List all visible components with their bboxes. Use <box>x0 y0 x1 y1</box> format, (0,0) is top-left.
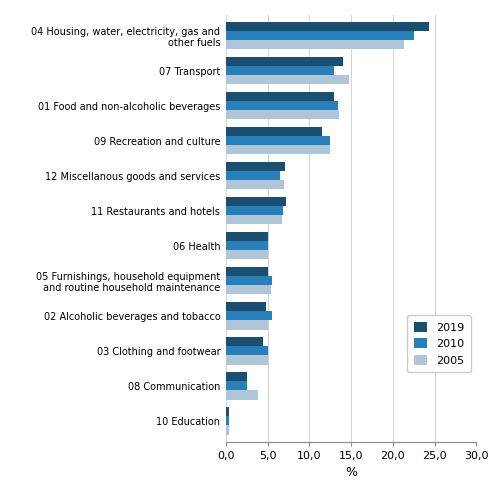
Bar <box>226 31 413 40</box>
Bar <box>226 75 349 84</box>
Bar <box>226 267 268 276</box>
Bar <box>226 302 266 311</box>
Bar <box>226 92 334 101</box>
Bar <box>226 311 272 321</box>
Bar <box>226 416 229 425</box>
Bar <box>226 285 271 295</box>
Bar <box>226 145 330 155</box>
Bar <box>226 425 229 435</box>
Bar <box>226 40 404 50</box>
Bar <box>226 127 322 136</box>
Bar <box>226 180 284 190</box>
Bar <box>226 216 282 224</box>
Bar <box>226 162 285 171</box>
Bar <box>226 66 334 75</box>
Bar <box>226 241 269 250</box>
Bar <box>226 382 246 390</box>
Bar <box>226 232 268 241</box>
Bar <box>226 337 263 346</box>
Bar <box>226 372 246 382</box>
Bar <box>226 197 286 206</box>
Bar <box>226 346 269 355</box>
Bar <box>226 206 283 216</box>
Legend: 2019, 2010, 2005: 2019, 2010, 2005 <box>407 316 471 372</box>
Bar <box>226 321 269 329</box>
Bar <box>226 110 339 119</box>
Bar <box>226 136 330 145</box>
Bar <box>226 22 429 31</box>
Bar <box>226 250 268 259</box>
Bar <box>226 101 338 110</box>
Bar <box>226 407 229 416</box>
Bar <box>226 276 272 285</box>
Bar <box>226 57 343 66</box>
Bar <box>226 390 258 400</box>
X-axis label: %: % <box>345 466 357 480</box>
Bar <box>226 171 280 180</box>
Bar <box>226 355 268 364</box>
